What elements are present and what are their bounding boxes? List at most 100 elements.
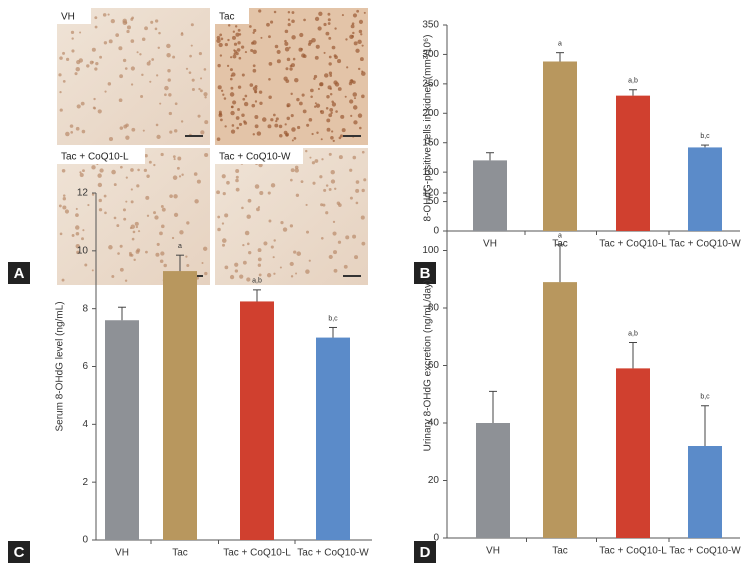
nucleus	[233, 52, 236, 56]
bar	[543, 282, 577, 538]
y-axis-label: Serum 8-OHdG level (ng/mL)	[55, 301, 66, 431]
nucleus	[320, 203, 324, 207]
nucleus	[130, 39, 135, 43]
y-tick-label: 50	[428, 196, 440, 207]
nucleus	[311, 37, 316, 43]
nucleus	[98, 208, 103, 212]
annotation: a,b	[628, 330, 638, 337]
nucleus	[204, 120, 209, 125]
nucleus	[203, 68, 207, 71]
nucleus	[94, 25, 98, 29]
nucleus	[241, 73, 245, 77]
tile-label-box	[215, 148, 303, 164]
nucleus	[241, 113, 245, 118]
nucleus	[160, 152, 164, 157]
nucleus	[352, 234, 357, 239]
nucleus	[286, 103, 291, 108]
nucleus	[204, 271, 208, 276]
nucleus	[325, 107, 329, 110]
tile-label-box	[57, 148, 145, 164]
nucleus	[361, 94, 365, 99]
y-tick-label: 150	[422, 137, 439, 148]
nucleus	[289, 67, 293, 71]
x-tick-label: VH	[115, 548, 129, 559]
nucleus	[314, 159, 319, 163]
nucleus	[282, 227, 288, 232]
nucleus	[331, 45, 336, 50]
nucleus	[191, 78, 195, 82]
nucleus	[217, 63, 221, 68]
nucleus	[75, 207, 78, 210]
nucleus	[363, 178, 367, 182]
nucleus	[132, 230, 136, 234]
y-tick-label: 40	[428, 418, 440, 429]
nucleus	[300, 48, 303, 51]
nucleus	[246, 277, 251, 282]
nucleus	[256, 131, 262, 136]
nucleus	[317, 26, 322, 31]
nucleus	[236, 126, 239, 130]
nucleus	[345, 38, 348, 41]
nucleus	[349, 196, 353, 200]
nucleus	[122, 58, 127, 63]
nucleus	[227, 24, 231, 27]
nucleus	[257, 257, 262, 262]
nucleus	[238, 122, 243, 126]
nucleus	[295, 272, 298, 275]
nucleus	[130, 200, 134, 204]
nucleus	[242, 243, 245, 247]
nucleus	[290, 63, 295, 68]
nucleus	[126, 29, 130, 34]
nucleus	[133, 258, 136, 262]
nucleus	[221, 243, 226, 247]
nucleus	[202, 246, 208, 251]
panel-letter-box	[414, 262, 436, 284]
nucleus	[314, 16, 320, 21]
nucleus	[313, 77, 316, 81]
nucleus	[256, 207, 260, 212]
x-tick-label: Tac + CoQ10-W	[297, 548, 369, 559]
nucleus	[252, 68, 257, 73]
nucleus	[75, 243, 80, 249]
nucleus	[154, 19, 159, 23]
nucleus	[190, 23, 194, 27]
nucleus	[71, 234, 75, 237]
nucleus	[161, 224, 165, 229]
y-axis-label: Urinary 8-OHdG excretion (ng/mL/day)	[423, 280, 434, 452]
nucleus	[352, 31, 355, 35]
nucleus	[275, 120, 278, 123]
nucleus	[226, 180, 230, 185]
nucleus	[338, 155, 343, 160]
nucleus	[340, 134, 344, 138]
nucleus	[92, 106, 96, 110]
nucleus	[117, 252, 120, 255]
nucleus	[244, 94, 248, 98]
nucleus	[250, 48, 254, 52]
nucleus	[102, 13, 107, 17]
nucleus	[196, 179, 201, 184]
nucleus	[235, 175, 239, 179]
nucleus	[118, 98, 123, 103]
nucleus	[278, 124, 283, 129]
nucleus	[313, 74, 318, 79]
nucleus	[260, 36, 263, 39]
nucleus	[302, 109, 307, 114]
nucleus	[254, 90, 257, 94]
nucleus	[329, 107, 334, 112]
nucleus	[160, 251, 165, 256]
panel-letter-box	[8, 541, 30, 563]
nucleus	[188, 71, 192, 74]
nucleus	[320, 110, 325, 115]
nucleus	[118, 46, 123, 51]
nucleus	[291, 19, 295, 24]
nucleus	[287, 23, 291, 27]
nucleus	[65, 57, 70, 61]
nucleus	[280, 220, 284, 225]
y-axis-label: 8-OHdG-positive cells in kidney (mm²/10⁶…	[423, 35, 434, 222]
nucleus	[317, 87, 320, 90]
nucleus	[108, 136, 114, 142]
bar	[316, 337, 350, 540]
y-tick-label: 120	[422, 188, 439, 199]
nucleus	[273, 272, 276, 275]
nucleus	[108, 245, 113, 250]
